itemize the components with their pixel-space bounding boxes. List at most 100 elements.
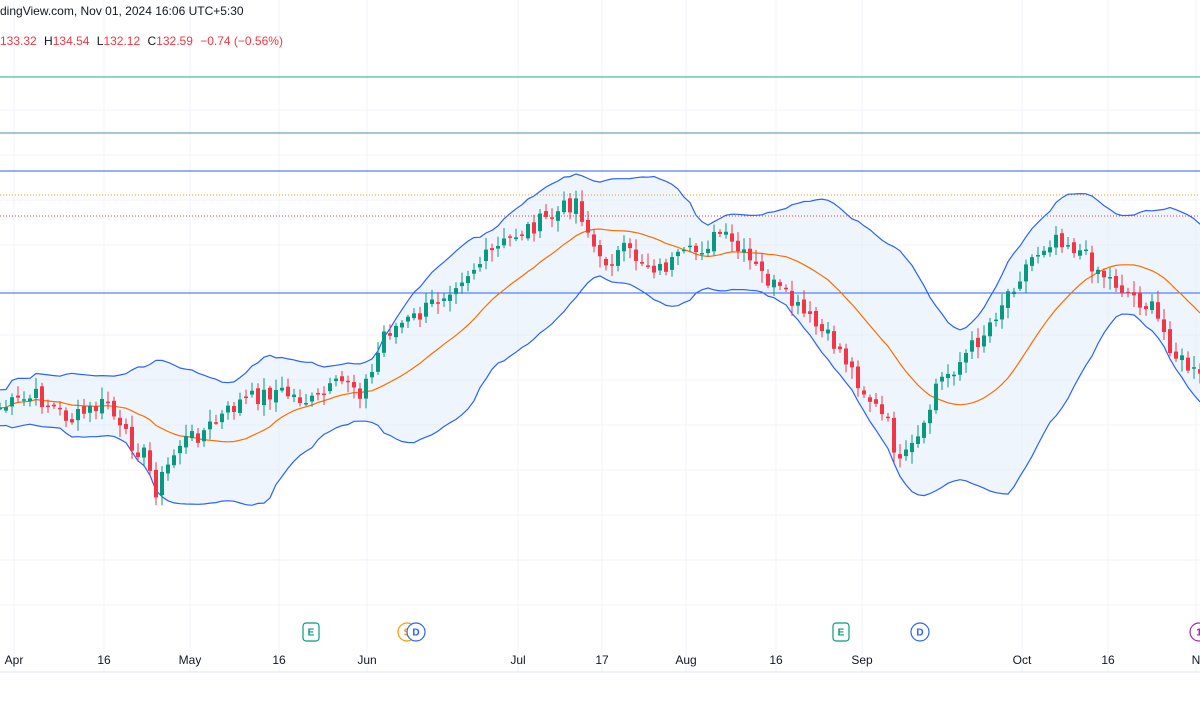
candle-body <box>556 211 560 221</box>
candle-body <box>850 361 854 368</box>
candle-body <box>880 404 884 415</box>
candle-body <box>244 396 248 399</box>
candle-body <box>160 472 164 496</box>
candle-body <box>112 400 116 417</box>
candle-body <box>496 245 500 249</box>
candle-body <box>280 387 284 391</box>
candle-body <box>262 389 266 406</box>
ohlc-change: −0.74 (−0.56%) <box>200 34 283 48</box>
candle-body <box>256 388 260 405</box>
candle-body <box>208 421 212 430</box>
candle-body <box>988 322 992 337</box>
ohlc-high: H134.54 <box>44 34 89 48</box>
candle-body <box>28 398 32 402</box>
candle-body <box>562 200 566 213</box>
x-tick-label: Aug <box>675 653 696 667</box>
candle-body <box>820 324 824 332</box>
candle-body <box>1120 285 1124 293</box>
candle-body <box>826 329 830 334</box>
candle-body <box>694 245 698 253</box>
event-marker-earnings[interactable]: E <box>832 622 850 642</box>
x-tick-label: Sep <box>851 653 873 667</box>
candle-body <box>1198 369 1200 374</box>
candle-body <box>1024 264 1028 282</box>
candle-body <box>304 403 308 405</box>
candle-body <box>454 288 458 295</box>
candle-body <box>1162 319 1166 333</box>
candle-body <box>1012 291 1016 295</box>
candle-body <box>46 405 50 408</box>
candle-body <box>970 340 974 352</box>
dividend-badge-icon <box>910 622 930 642</box>
candle-body <box>472 269 476 274</box>
candle-body <box>340 376 344 382</box>
candle-body <box>334 378 338 382</box>
event-label: D <box>916 628 923 639</box>
candle-body <box>742 249 746 253</box>
candle-body <box>1096 269 1100 275</box>
bollinger-upper-band <box>0 173 1200 391</box>
event-label: E <box>308 628 315 639</box>
candle-body <box>1060 233 1064 248</box>
candle-body <box>1102 270 1106 278</box>
candle-body <box>712 231 716 252</box>
candle-body <box>568 198 572 213</box>
candle-body <box>1072 242 1076 253</box>
candle-body <box>1090 252 1094 272</box>
candle-body <box>88 406 92 413</box>
candle-body <box>64 410 68 421</box>
candle-body <box>772 279 776 288</box>
candle-body <box>1018 281 1022 289</box>
candle-body <box>1192 367 1196 369</box>
candle-body <box>1048 247 1052 253</box>
event-marker-earnings[interactable]: E <box>302 622 320 642</box>
candle-body <box>592 234 596 247</box>
candle-body <box>808 311 812 314</box>
event-marker-other[interactable]: 1 <box>1189 622 1200 642</box>
candle-body <box>1138 292 1142 308</box>
candle-body <box>1150 301 1154 310</box>
candle-body <box>916 436 920 445</box>
event-markers[interactable]: ESDED1 <box>302 622 1200 642</box>
candle-body <box>538 213 542 232</box>
candle-body <box>220 413 224 423</box>
candle-body <box>1042 250 1046 255</box>
candle-body <box>724 231 728 235</box>
candle-body <box>436 302 440 304</box>
candle-body <box>142 447 146 458</box>
candle-body <box>832 331 836 349</box>
candle-body <box>784 287 788 290</box>
candle-body <box>634 249 638 261</box>
candle-body <box>418 313 422 320</box>
candle-body <box>790 290 794 306</box>
candle-body <box>352 382 356 388</box>
candle-body <box>904 449 908 457</box>
candle-body <box>490 248 494 251</box>
candle-body <box>814 310 818 327</box>
event-marker-dividend[interactable]: D <box>910 622 930 642</box>
candle-body <box>892 417 896 453</box>
earnings-badge-icon <box>832 622 850 642</box>
candle-body <box>136 452 140 458</box>
horizontal-levels[interactable] <box>0 76 1200 294</box>
candle-body <box>58 407 62 410</box>
candle-body <box>1084 249 1088 252</box>
candle-body <box>688 245 692 248</box>
event-marker-dividend[interactable]: D <box>406 622 426 642</box>
candle-body <box>364 378 368 399</box>
candle-body <box>508 236 512 238</box>
candle-body <box>316 392 320 395</box>
candle-body <box>982 335 986 347</box>
candle-body <box>310 395 314 402</box>
candle-body <box>670 257 674 270</box>
candle-body <box>52 404 56 407</box>
candle-body <box>118 417 122 426</box>
x-tick-label: 17 <box>595 653 609 667</box>
candle-body <box>976 337 980 348</box>
candle-body <box>628 243 632 249</box>
candle-body <box>1054 234 1058 248</box>
x-tick-label: N <box>1192 653 1200 667</box>
event-label: D <box>412 628 419 639</box>
candle-body <box>298 397 302 403</box>
